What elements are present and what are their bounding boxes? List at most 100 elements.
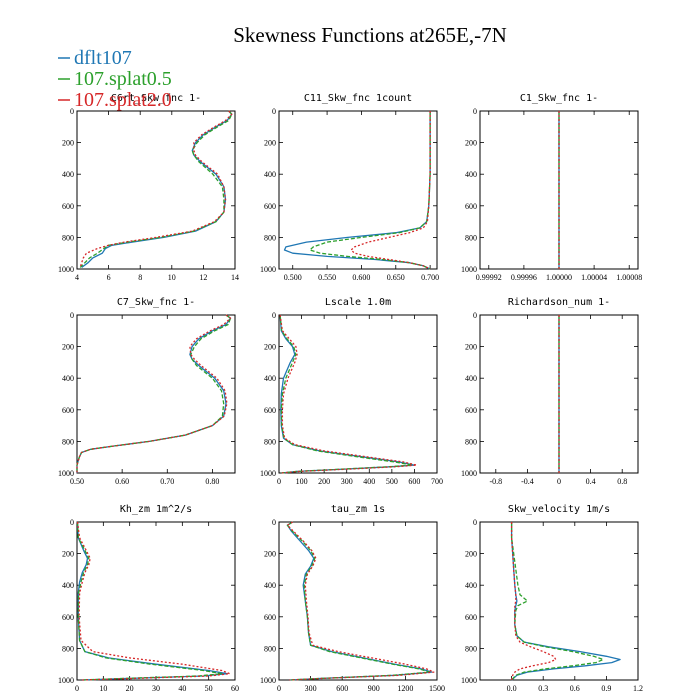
series-line-107-splat0-5 <box>76 521 223 681</box>
y-tick-label: 0 <box>70 311 74 320</box>
x-tick-label: -0.8 <box>489 477 502 486</box>
panel-title: C7_Skw_fnc 1- <box>117 297 195 308</box>
x-tick-label: 0.550 <box>318 273 336 282</box>
x-tick-label: 300 <box>341 477 353 486</box>
series-line-107-splat2-0 <box>350 111 431 270</box>
y-tick-label: 400 <box>62 170 74 179</box>
y-tick-label: 800 <box>264 437 276 446</box>
y-tick-label: 800 <box>62 437 74 446</box>
panel-title: Richardson_num 1- <box>508 297 610 308</box>
y-tick-label: 400 <box>264 581 276 590</box>
series-line-107-splat0-5 <box>510 522 604 681</box>
panel-title: C1_Skw_fnc 1- <box>520 93 598 104</box>
x-tick-label: 0 <box>277 684 281 693</box>
y-tick-label: 200 <box>465 139 477 148</box>
y-tick-label: 1000 <box>260 676 276 685</box>
y-tick-label: 800 <box>264 233 276 242</box>
x-tick-label: 0.60 <box>115 477 129 486</box>
panel-title: Kh_zm 1m^2/s <box>120 504 192 515</box>
legend-item: dflt107 <box>58 47 132 69</box>
y-tick-label: 200 <box>264 139 276 148</box>
y-tick-label: 400 <box>264 374 276 383</box>
y-tick-label: 1000 <box>260 265 276 274</box>
x-tick-label: 1500 <box>429 684 445 693</box>
x-tick-label: 0 <box>557 477 561 486</box>
x-tick-label: 1.00000 <box>546 273 572 282</box>
panel-title: C6rt_Skw_fnc 1- <box>111 93 201 104</box>
y-tick-label: 600 <box>264 406 276 415</box>
y-tick-label: 400 <box>62 581 74 590</box>
x-tick-label: -0.4 <box>521 477 534 486</box>
y-tick-label: 600 <box>62 202 74 211</box>
panel-1: C6rt_Skw_fnc 1- 4 6 8 10 12 14 0 200 400 600 800 100… <box>58 93 239 282</box>
x-tick-label: 60 <box>231 684 239 693</box>
legend-label: 107.splat2.0 <box>74 89 172 111</box>
x-tick-label: 1.2 <box>633 684 643 693</box>
x-tick-label: 0.8 <box>617 477 627 486</box>
y-tick-label: 0 <box>70 107 74 116</box>
x-tick-label: 0.0 <box>507 684 517 693</box>
x-tick-label: 0.6 <box>570 684 580 693</box>
x-tick-label: 500 <box>386 477 398 486</box>
x-tick-label: 0.99992 <box>476 273 502 282</box>
x-tick-label: 10 <box>168 273 176 282</box>
plot-frame <box>76 110 236 270</box>
y-tick-label: 400 <box>465 170 477 179</box>
series-line-107-splat0-5 <box>286 521 431 681</box>
plot-frame <box>278 110 438 270</box>
x-tick-label: 600 <box>408 477 420 486</box>
y-tick-label: 0 <box>473 107 477 116</box>
y-tick-label: 800 <box>465 233 477 242</box>
y-tick-label: 0 <box>272 518 276 527</box>
y-tick-label: 0 <box>473 311 477 320</box>
x-tick-label: 0.650 <box>387 273 405 282</box>
series-line-107-splat2-0 <box>76 314 232 473</box>
y-tick-label: 200 <box>264 343 276 352</box>
series-line-dflt107 <box>81 110 233 268</box>
legend-item: 107.splat0.5 <box>58 68 172 90</box>
figure-title: Skewness Functions at265E,-7N <box>233 23 507 47</box>
x-tick-label: 12 <box>199 273 207 282</box>
x-tick-label: 6 <box>107 273 111 282</box>
series-line-dflt107 <box>286 521 433 681</box>
y-tick-label: 600 <box>465 202 477 211</box>
panel-title: Skw_velocity 1m/s <box>508 504 610 515</box>
x-tick-label: 50 <box>205 684 213 693</box>
y-tick-label: 600 <box>62 406 74 415</box>
x-tick-label: 0 <box>277 477 281 486</box>
y-tick-label: 400 <box>62 374 74 383</box>
x-tick-label: 20 <box>126 684 134 693</box>
y-tick-label: 1000 <box>461 469 477 478</box>
plot-frame <box>76 314 236 474</box>
plot-frame <box>479 521 639 681</box>
x-tick-label: 0.700 <box>421 273 439 282</box>
y-tick-label: 1000 <box>58 469 74 478</box>
series-line-dflt107 <box>76 314 232 473</box>
series-line-107-splat2-0 <box>279 314 418 474</box>
x-tick-label: 0.3 <box>538 684 548 693</box>
x-tick-label: 900 <box>368 684 380 693</box>
x-tick-label: 14 <box>231 273 239 282</box>
y-tick-label: 0 <box>272 311 276 320</box>
y-tick-label: 400 <box>465 374 477 383</box>
y-tick-label: 600 <box>62 613 74 622</box>
x-tick-label: 100 <box>296 477 308 486</box>
x-tick-label: 300 <box>305 684 317 693</box>
y-tick-label: 200 <box>465 343 477 352</box>
panel-4: C7_Skw_fnc 1- 0.50 0.60 0.70 0.80 0 200 400 600 8… <box>58 297 236 486</box>
y-tick-label: 1000 <box>461 265 477 274</box>
x-tick-label: 1.00008 <box>616 273 642 282</box>
y-tick-label: 800 <box>465 437 477 446</box>
series-line-107-splat2-0 <box>510 522 557 681</box>
y-tick-label: 800 <box>465 644 477 653</box>
y-tick-label: 600 <box>465 406 477 415</box>
x-tick-label: 0.500 <box>284 273 302 282</box>
panel-title: Lscale 1.0m <box>325 297 391 308</box>
y-tick-label: 0 <box>272 107 276 116</box>
y-tick-label: 800 <box>62 233 74 242</box>
x-tick-label: 0.9 <box>601 684 611 693</box>
y-tick-label: 1000 <box>461 676 477 685</box>
series-line-107-splat2-0 <box>76 521 231 681</box>
series-line-107-splat0-5 <box>76 314 232 473</box>
